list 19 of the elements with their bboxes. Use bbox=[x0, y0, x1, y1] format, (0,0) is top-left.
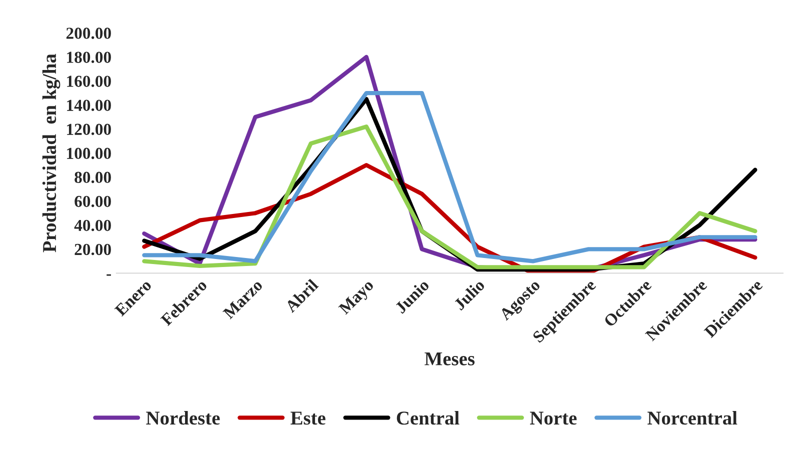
y-tick-label: 80.00 bbox=[74, 172, 111, 184]
x-axis-title: Meses bbox=[424, 352, 475, 366]
y-tick-label: 140.00 bbox=[67, 100, 111, 112]
y-tick-label: 60.00 bbox=[74, 196, 111, 208]
y-tick-label: - bbox=[106, 274, 111, 276]
y-tick-label: 100.00 bbox=[67, 148, 111, 160]
y-tick-label: 20.00 bbox=[74, 244, 111, 256]
legend-label: Central bbox=[396, 411, 460, 425]
y-tick-label: 160.00 bbox=[67, 76, 111, 88]
y-tick-label: 200.00 bbox=[66, 28, 111, 39]
y-tick-label: 180.00 bbox=[67, 52, 111, 64]
legend-label: Nordeste bbox=[146, 411, 220, 425]
legend-label: Norte bbox=[530, 412, 577, 425]
legend-label: Este bbox=[290, 412, 326, 425]
y-tick-label: 120.00 bbox=[67, 124, 111, 136]
y-axis-title: Productividad en kg/ha bbox=[42, 54, 60, 252]
legend-label: Norcentral bbox=[648, 411, 738, 425]
y-tick-label: 40.00 bbox=[74, 220, 111, 232]
line-series bbox=[142, 124, 758, 270]
